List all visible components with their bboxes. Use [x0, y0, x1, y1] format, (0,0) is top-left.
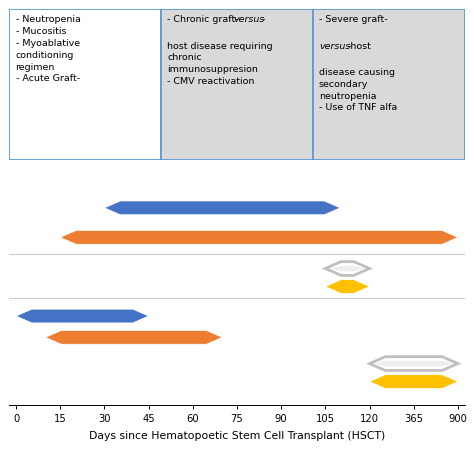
Polygon shape [60, 231, 458, 244]
Text: -host: -host [347, 42, 371, 51]
Text: host disease requiring
chronic
immunosuppresion
- CMV reactivation: host disease requiring chronic immunosup… [167, 42, 273, 86]
Text: - Chronic graft-: - Chronic graft- [167, 15, 239, 24]
Text: - Neutropenia
- Mucositis
- Myoablative
conditioning
regimen
- Acute Graft-: - Neutropenia - Mucositis - Myoablative … [16, 15, 81, 83]
Text: disease causing
secondary
neutropenia
- Use of TNF alfa: disease causing secondary neutropenia - … [319, 68, 397, 113]
Text: -: - [262, 15, 265, 24]
Text: - Severe graft-: - Severe graft- [319, 15, 388, 24]
Polygon shape [46, 331, 222, 344]
Polygon shape [330, 266, 365, 271]
Polygon shape [325, 279, 370, 293]
Bar [313, 9, 465, 160]
Bar [9, 9, 161, 160]
X-axis label: Days since Hematopoetic Stem Cell Transplant (HSCT): Days since Hematopoetic Stem Cell Transp… [89, 431, 385, 440]
Polygon shape [16, 309, 149, 323]
Bar [161, 9, 313, 160]
Text: versus: versus [233, 15, 264, 24]
Text: versus: versus [319, 42, 350, 51]
Polygon shape [370, 357, 458, 371]
Polygon shape [374, 361, 453, 366]
Polygon shape [104, 201, 340, 215]
Polygon shape [370, 375, 458, 388]
Polygon shape [325, 262, 370, 275]
